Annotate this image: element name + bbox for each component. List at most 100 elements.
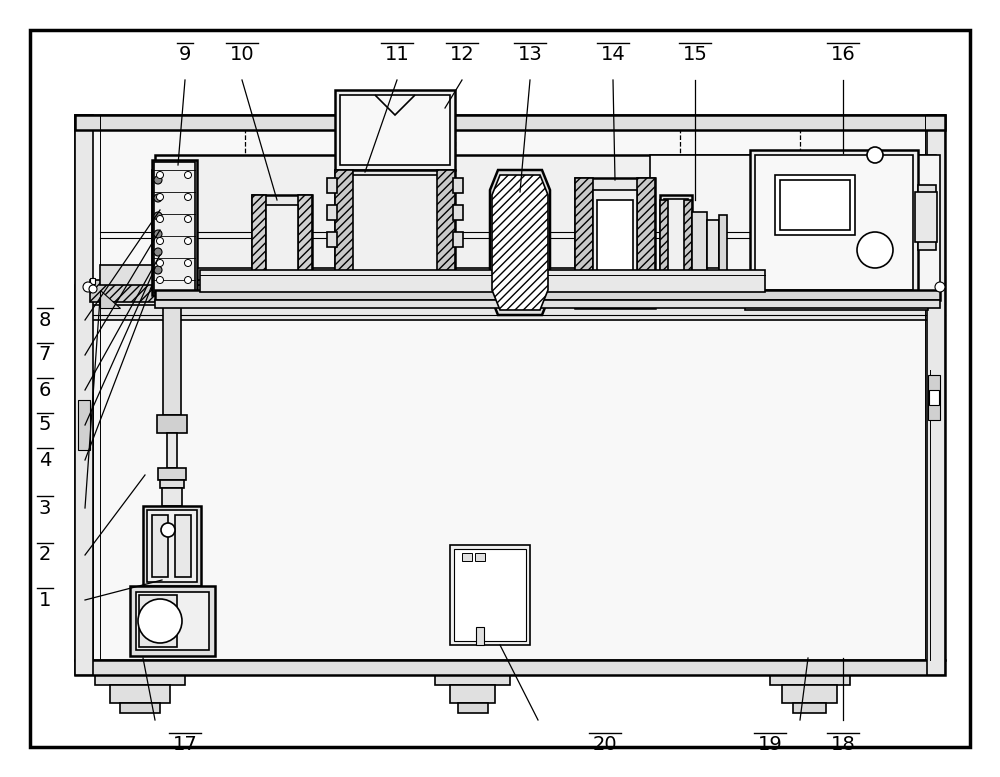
- Circle shape: [184, 238, 192, 245]
- Bar: [450, 545, 530, 645]
- Text: 12: 12: [450, 46, 474, 64]
- Text: 6: 6: [39, 381, 51, 399]
- Bar: [158, 468, 186, 480]
- Bar: [719, 215, 727, 273]
- Circle shape: [156, 215, 164, 222]
- Circle shape: [867, 147, 883, 163]
- Bar: [200, 270, 765, 292]
- Bar: [252, 195, 312, 295]
- Circle shape: [857, 232, 893, 268]
- Polygon shape: [490, 170, 550, 315]
- Bar: [139, 595, 177, 647]
- Bar: [476, 627, 484, 645]
- Bar: [927, 115, 945, 675]
- Bar: [78, 400, 90, 450]
- Bar: [155, 268, 935, 280]
- Bar: [335, 90, 455, 170]
- Bar: [660, 200, 668, 290]
- Bar: [95, 670, 185, 685]
- Bar: [327, 178, 337, 193]
- Bar: [593, 190, 637, 296]
- Bar: [163, 305, 181, 415]
- Bar: [154, 162, 195, 293]
- Bar: [918, 185, 936, 250]
- Bar: [340, 95, 450, 165]
- Bar: [475, 553, 485, 561]
- Bar: [175, 515, 191, 577]
- Circle shape: [156, 172, 164, 179]
- Bar: [782, 685, 837, 703]
- Circle shape: [156, 260, 164, 267]
- Text: 14: 14: [601, 46, 625, 64]
- Bar: [136, 592, 209, 650]
- Circle shape: [154, 194, 162, 202]
- Bar: [327, 205, 337, 220]
- Circle shape: [156, 277, 164, 284]
- Bar: [453, 205, 463, 220]
- Circle shape: [154, 230, 162, 238]
- Text: 10: 10: [230, 46, 254, 64]
- Bar: [450, 685, 495, 703]
- Text: 3: 3: [39, 499, 51, 517]
- Circle shape: [161, 523, 175, 537]
- Circle shape: [156, 193, 164, 200]
- Bar: [298, 195, 312, 295]
- Bar: [453, 232, 463, 247]
- Circle shape: [935, 282, 945, 292]
- Bar: [770, 670, 850, 685]
- Bar: [162, 488, 182, 506]
- Bar: [597, 200, 633, 286]
- Bar: [462, 553, 472, 561]
- Circle shape: [89, 285, 97, 293]
- Text: 8: 8: [39, 311, 51, 329]
- Bar: [165, 285, 215, 305]
- Polygon shape: [100, 290, 120, 308]
- Text: 18: 18: [831, 736, 855, 754]
- Bar: [335, 170, 455, 295]
- Bar: [780, 180, 850, 230]
- Circle shape: [184, 260, 192, 267]
- Bar: [252, 195, 266, 295]
- Bar: [110, 685, 170, 703]
- Bar: [167, 433, 177, 468]
- Bar: [915, 192, 937, 242]
- Bar: [165, 280, 935, 292]
- Text: 20: 20: [593, 736, 617, 754]
- Bar: [75, 115, 945, 660]
- Bar: [335, 170, 353, 295]
- Circle shape: [154, 266, 162, 274]
- Text: 1: 1: [39, 591, 51, 609]
- Bar: [155, 155, 935, 300]
- Bar: [750, 150, 918, 295]
- Bar: [160, 480, 184, 488]
- Bar: [575, 178, 593, 308]
- Bar: [147, 510, 197, 582]
- Text: 17: 17: [173, 736, 197, 754]
- Bar: [248, 285, 333, 305]
- Bar: [152, 515, 168, 577]
- Bar: [454, 549, 526, 641]
- Circle shape: [156, 238, 164, 245]
- Text: 5: 5: [39, 416, 51, 434]
- Bar: [165, 292, 935, 298]
- Bar: [437, 170, 455, 295]
- Circle shape: [154, 212, 162, 220]
- Bar: [775, 175, 855, 235]
- Bar: [157, 415, 187, 433]
- Circle shape: [83, 282, 93, 292]
- Bar: [637, 178, 655, 308]
- Bar: [155, 300, 940, 308]
- Bar: [155, 290, 940, 300]
- Circle shape: [154, 248, 162, 256]
- Bar: [435, 670, 510, 685]
- Bar: [840, 210, 910, 290]
- Bar: [143, 506, 201, 586]
- Bar: [152, 170, 192, 290]
- Bar: [90, 278, 95, 284]
- Text: 19: 19: [758, 736, 782, 754]
- Bar: [745, 295, 928, 310]
- Circle shape: [184, 277, 192, 284]
- Bar: [650, 155, 940, 300]
- Bar: [453, 178, 463, 193]
- Bar: [266, 205, 298, 285]
